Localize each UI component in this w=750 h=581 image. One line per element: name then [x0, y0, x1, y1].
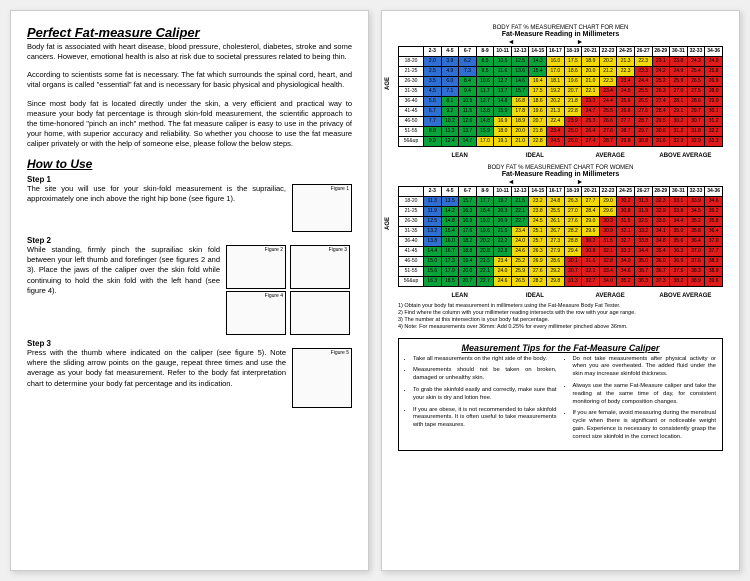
cat-lean-w: LEAN	[422, 293, 497, 299]
tip-item: Take all measurements on the right side …	[413, 356, 557, 364]
step3-text: Press with the thumb where indicated on …	[27, 348, 286, 389]
figure-4: Figure 4	[226, 291, 286, 335]
note-3: 3) The number at this intersection is yo…	[398, 317, 723, 324]
step2-label: Step 2	[27, 236, 352, 245]
tip-item: If you are female, avoid measuring durin…	[573, 410, 717, 441]
figure-2: Figure 2	[226, 245, 286, 289]
arrows-top-women: ◄ ►	[398, 179, 723, 186]
cat-above: ABOVE AVERAGE	[648, 153, 723, 159]
note-1: 1) Obtain your body fat measurement in m…	[398, 303, 723, 310]
left-page: Perfect Fat-measure Caliper Body fat is …	[10, 10, 369, 571]
intro-p3: Since most body fat is located directly …	[27, 99, 352, 150]
figure-5: Figure 5	[292, 348, 352, 408]
note-4: 4) Note: For measurements over 36mm: Add…	[398, 324, 723, 331]
chart-notes: 1) Obtain your body fat measurement in m…	[398, 303, 723, 332]
cat-average-w: AVERAGE	[573, 293, 648, 299]
cat-ideal-w: IDEAL	[497, 293, 572, 299]
step3-label: Step 3	[27, 339, 352, 348]
note-2: 2) Find where the column with your milli…	[398, 310, 723, 317]
tip-item: Measurements should not be taken on brok…	[413, 367, 557, 383]
step1-label: Step 1	[27, 175, 352, 184]
step2-text: While standing, firmly pinch the suprail…	[27, 245, 220, 296]
howto-heading: How to Use	[27, 157, 352, 171]
figure-blank	[290, 291, 350, 335]
tip-item: To grab the skinfold easily and correctl…	[413, 387, 557, 403]
women-chart: AGE 2-34-56-78-910-1112-1314-1516-1718-1…	[398, 186, 723, 287]
intro-p2: According to scientists some fat is nece…	[27, 70, 352, 90]
men-categories: LEAN IDEAL AVERAGE ABOVE AVERAGE	[398, 153, 723, 159]
women-chart-title: Fat-Measure Reading in Millimeters	[398, 171, 723, 178]
tips-right-col: Do not take measurements after physical …	[565, 356, 717, 446]
men-table: 2-34-56-78-910-1112-1314-1516-1718-1920-…	[398, 46, 723, 147]
age-label-men: AGE	[385, 76, 391, 89]
arrows-top-men: ◄ ►	[398, 39, 723, 46]
tip-item: Do not take measurements after physical …	[573, 356, 717, 379]
tips-left-col: Take all measurements on the right side …	[405, 356, 557, 446]
women-categories: LEAN IDEAL AVERAGE ABOVE AVERAGE	[398, 293, 723, 299]
tips-title: Measurement Tips for the Fat-Measure Cal…	[405, 343, 716, 353]
figure-1: Figure 1	[292, 184, 352, 232]
main-title: Perfect Fat-measure Caliper	[27, 25, 352, 40]
women-table: 2-34-56-78-910-1112-1314-1516-1718-1920-…	[398, 186, 723, 287]
cat-above-w: ABOVE AVERAGE	[648, 293, 723, 299]
figure-grid-2-4: Figure 2 Figure 3 Figure 4	[226, 245, 352, 335]
men-chart-title: Fat-Measure Reading in Millimeters	[398, 31, 723, 38]
step1-text: The site you will use for your skin-fold…	[27, 184, 286, 204]
tip-item: If you are obese, it is not recommended …	[413, 407, 557, 430]
cat-lean: LEAN	[422, 153, 497, 159]
age-label-women: AGE	[385, 216, 391, 229]
figure-3: Figure 3	[290, 245, 350, 289]
cat-ideal: IDEAL	[497, 153, 572, 159]
intro-p1: Body fat is associated with heart diseas…	[27, 42, 352, 62]
tip-item: Always use the same Fat-Measure caliper …	[573, 383, 717, 406]
men-chart: AGE 2-34-56-78-910-1112-1314-1516-1718-1…	[398, 46, 723, 147]
cat-average: AVERAGE	[573, 153, 648, 159]
tips-box: Measurement Tips for the Fat-Measure Cal…	[398, 338, 723, 451]
right-page: BODY FAT % MEASUREMENT CHART FOR MEN Fat…	[381, 10, 740, 571]
